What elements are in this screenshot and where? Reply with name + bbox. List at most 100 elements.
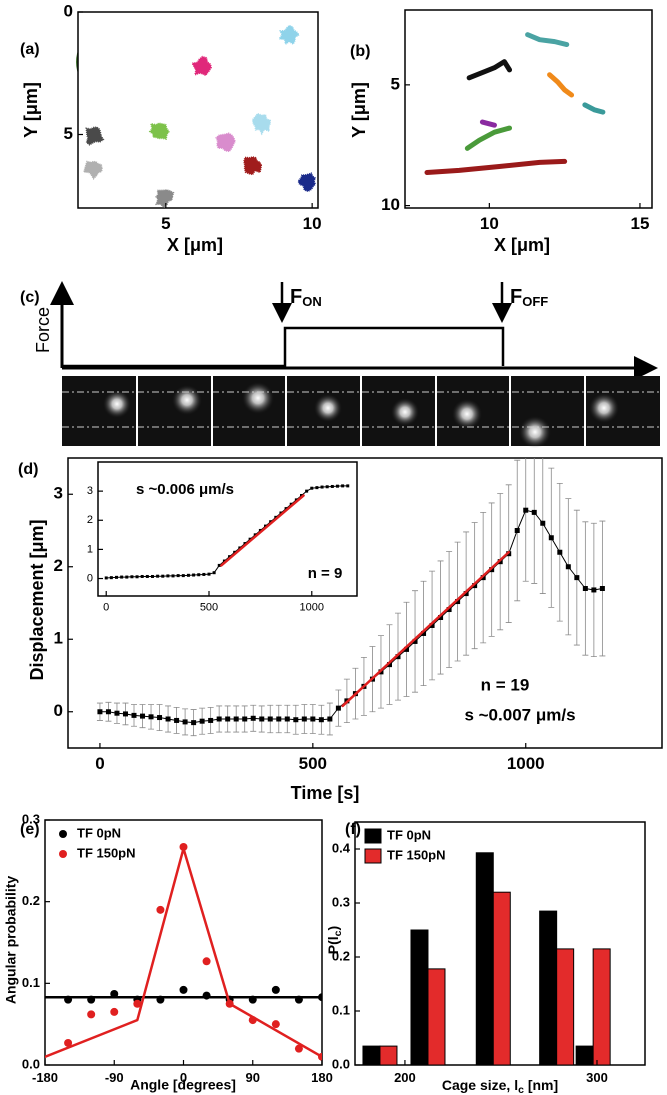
y-tick-label: 0 (54, 701, 63, 720)
marker (207, 572, 211, 576)
marker (150, 574, 154, 578)
bar (492, 891, 511, 1065)
marker (276, 716, 282, 722)
marker (166, 574, 170, 578)
x-tick-label: -180 (32, 1070, 58, 1085)
marker (179, 842, 188, 851)
cluster (85, 126, 105, 146)
marker (293, 717, 299, 723)
marker (140, 574, 144, 578)
marker (105, 709, 111, 715)
marker (97, 709, 103, 715)
cluster (82, 160, 103, 180)
plot-area (45, 842, 322, 1061)
marker (114, 710, 120, 716)
marker (131, 712, 137, 718)
panel-label: (b) (350, 43, 370, 60)
y-axis-title: Y [μm] (349, 82, 369, 138)
track (424, 158, 568, 176)
marker (110, 989, 119, 998)
marker (202, 957, 211, 966)
x-axis-title-part: c (518, 1084, 524, 1095)
marker (216, 716, 222, 722)
marker (514, 528, 520, 533)
marker (455, 599, 461, 605)
cluster (155, 189, 175, 208)
panel-label: (c) (20, 289, 40, 306)
marker (104, 576, 108, 580)
marker (341, 484, 345, 488)
cluster (148, 122, 170, 140)
marker (305, 489, 309, 493)
chart-panel: -180 -90 0 90 180 0.0 0.1 0.2 0.3(e) Angle [degre… (3, 811, 333, 1092)
bead (103, 390, 131, 418)
marker (186, 573, 190, 577)
marker (217, 563, 221, 567)
y-axis-title: Displacement [μm] (27, 519, 47, 680)
marker (412, 638, 418, 644)
force-off-part: F (510, 286, 522, 308)
marker (145, 574, 149, 578)
annotation: s ~0.007 μm/s (464, 705, 575, 724)
marker (463, 591, 469, 597)
marker (446, 607, 452, 613)
marker (176, 574, 180, 578)
marker (565, 564, 571, 570)
force-label: Force (33, 307, 53, 353)
marker (248, 537, 252, 541)
force-off-label: FOFF (510, 286, 548, 309)
y-tick-label: 0 (64, 1, 73, 20)
bead (452, 399, 482, 429)
marker (300, 494, 303, 497)
chart-panel: 5 10 0 5 (a) X [μm] Y [μm] (20, 1, 322, 254)
bead (314, 394, 342, 422)
marker (157, 715, 163, 721)
y-axis-title-part: P(l (325, 936, 341, 954)
plot-area (82, 24, 317, 208)
legend-marker (364, 828, 382, 844)
marker (109, 576, 113, 580)
plot-area (362, 852, 611, 1065)
marker (395, 654, 401, 660)
marker (404, 646, 410, 652)
bar (575, 1045, 594, 1065)
track (525, 32, 570, 48)
plot-frame (404, 9, 653, 209)
legend-label: TF 150pN (387, 847, 446, 862)
y-tick-label: 10 (381, 195, 400, 214)
marker (233, 716, 239, 722)
bead (172, 385, 202, 415)
x-tick-label: 5 (161, 214, 170, 233)
y-tick-label: 3 (54, 484, 63, 503)
y-tick-label: 5 (64, 124, 73, 143)
x-axis-title: Angle [degrees] (130, 1077, 236, 1093)
x-axis-title: X [μm] (167, 235, 223, 255)
annotation: n = 9 (308, 565, 343, 582)
marker (125, 575, 129, 579)
marker (472, 583, 478, 589)
y-tick-label: 0 (87, 572, 93, 584)
x-tick-label: 0 (180, 1070, 187, 1085)
legend-marker (59, 850, 67, 858)
marker (64, 1038, 73, 1047)
image-strip (62, 376, 660, 448)
force-diagram: (c) Force FON FOFF (20, 281, 658, 380)
track (479, 119, 497, 128)
legend-marker (364, 848, 382, 864)
bar (475, 852, 494, 1065)
y-tick-label: 1 (54, 629, 63, 648)
y-tick-label: 0.3 (22, 811, 40, 826)
legend-label: TF 150pN (77, 845, 136, 860)
marker (233, 550, 237, 554)
marker (242, 716, 248, 722)
marker (135, 575, 139, 579)
cluster (251, 112, 271, 136)
marker (599, 586, 605, 591)
marker (87, 1010, 96, 1019)
marker (120, 575, 124, 579)
panel-label: (e) (20, 821, 40, 838)
marker (156, 574, 160, 578)
marker (122, 711, 128, 717)
x-tick-label: 0 (95, 754, 104, 773)
